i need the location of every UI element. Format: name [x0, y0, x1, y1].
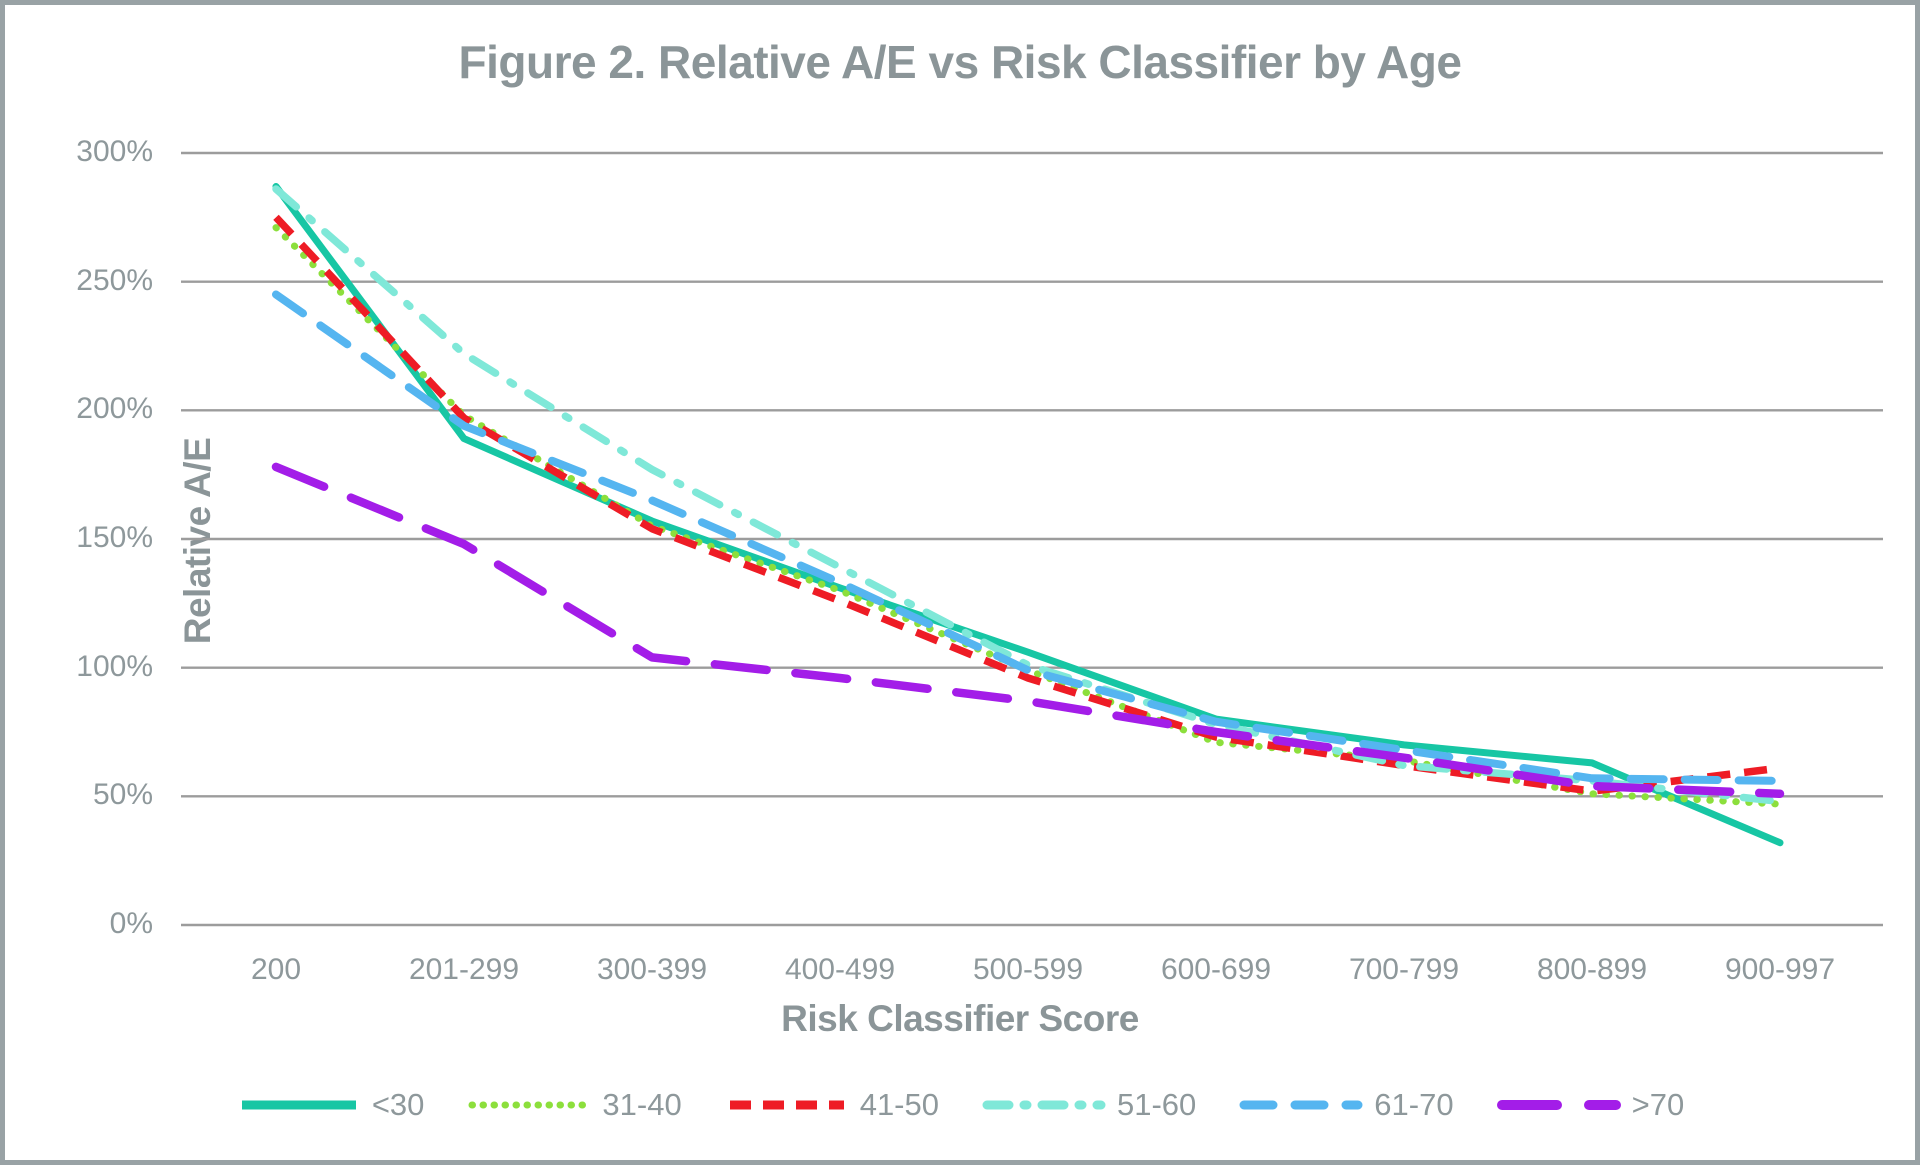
legend-swatch-61-70	[1239, 1100, 1363, 1110]
x-tick-label: 700-799	[1348, 953, 1460, 986]
y-tick-label: 200%	[76, 392, 153, 426]
x-tick-label: 900-997	[1724, 953, 1836, 986]
chart-legend: <30 31-40 41-50 51-60 61-70 >70	[5, 1087, 1915, 1123]
y-tick-label: 0%	[109, 907, 153, 940]
legend-swatch-<30	[241, 1100, 356, 1110]
legend-item-31-40: 31-40	[466, 1087, 682, 1123]
legend-swatch-51-60	[982, 1100, 1106, 1110]
y-tick-label: 150%	[76, 521, 153, 554]
x-tick-label: 200	[250, 953, 302, 986]
x-tick-label: 500-599	[972, 953, 1084, 986]
legend-swatch-41-50	[729, 1100, 844, 1110]
legend-item-51-60: 51-60	[981, 1087, 1196, 1123]
y-tick-label: 250%	[76, 263, 153, 297]
chart-plot	[181, 151, 1883, 927]
x-tick-label: 800-899	[1536, 953, 1648, 986]
x-tick-label: 400-499	[784, 953, 896, 986]
legend-label: 61-70	[1374, 1087, 1454, 1122]
legend-label: 31-40	[602, 1087, 682, 1122]
y-tick-label: 100%	[76, 649, 153, 683]
x-tick-label: 600-699	[1160, 953, 1272, 986]
x-tick-label: 201-299	[408, 953, 520, 986]
chart-title: Figure 2. Relative A/E vs Risk Classifie…	[458, 36, 1462, 88]
series-line-61-70	[272, 290, 1784, 785]
legend-label: 41-50	[859, 1087, 939, 1122]
legend-item->70: >70	[1496, 1087, 1685, 1123]
legend-label: 51-60	[1117, 1087, 1197, 1122]
legend-item-61-70: 61-70	[1238, 1087, 1454, 1123]
series-line-31-40	[272, 224, 1784, 808]
series-line->70	[271, 462, 1785, 799]
x-axis-title: Risk Classifier Score	[781, 998, 1139, 1039]
legend-item-41-50: 41-50	[724, 1087, 939, 1123]
series-line-41-50	[273, 214, 1781, 795]
legend-item-<30: <30	[236, 1087, 425, 1123]
legend-swatch-31-40	[468, 1101, 590, 1109]
series-line-<30	[272, 183, 1784, 847]
legend-label: >70	[1631, 1087, 1685, 1122]
y-tick-label: 50%	[92, 778, 153, 812]
y-tick-label: 300%	[76, 135, 153, 168]
legend-swatch->70	[1496, 1100, 1621, 1110]
x-tick-label: 300-399	[596, 953, 708, 986]
legend-label: <30	[371, 1087, 425, 1122]
